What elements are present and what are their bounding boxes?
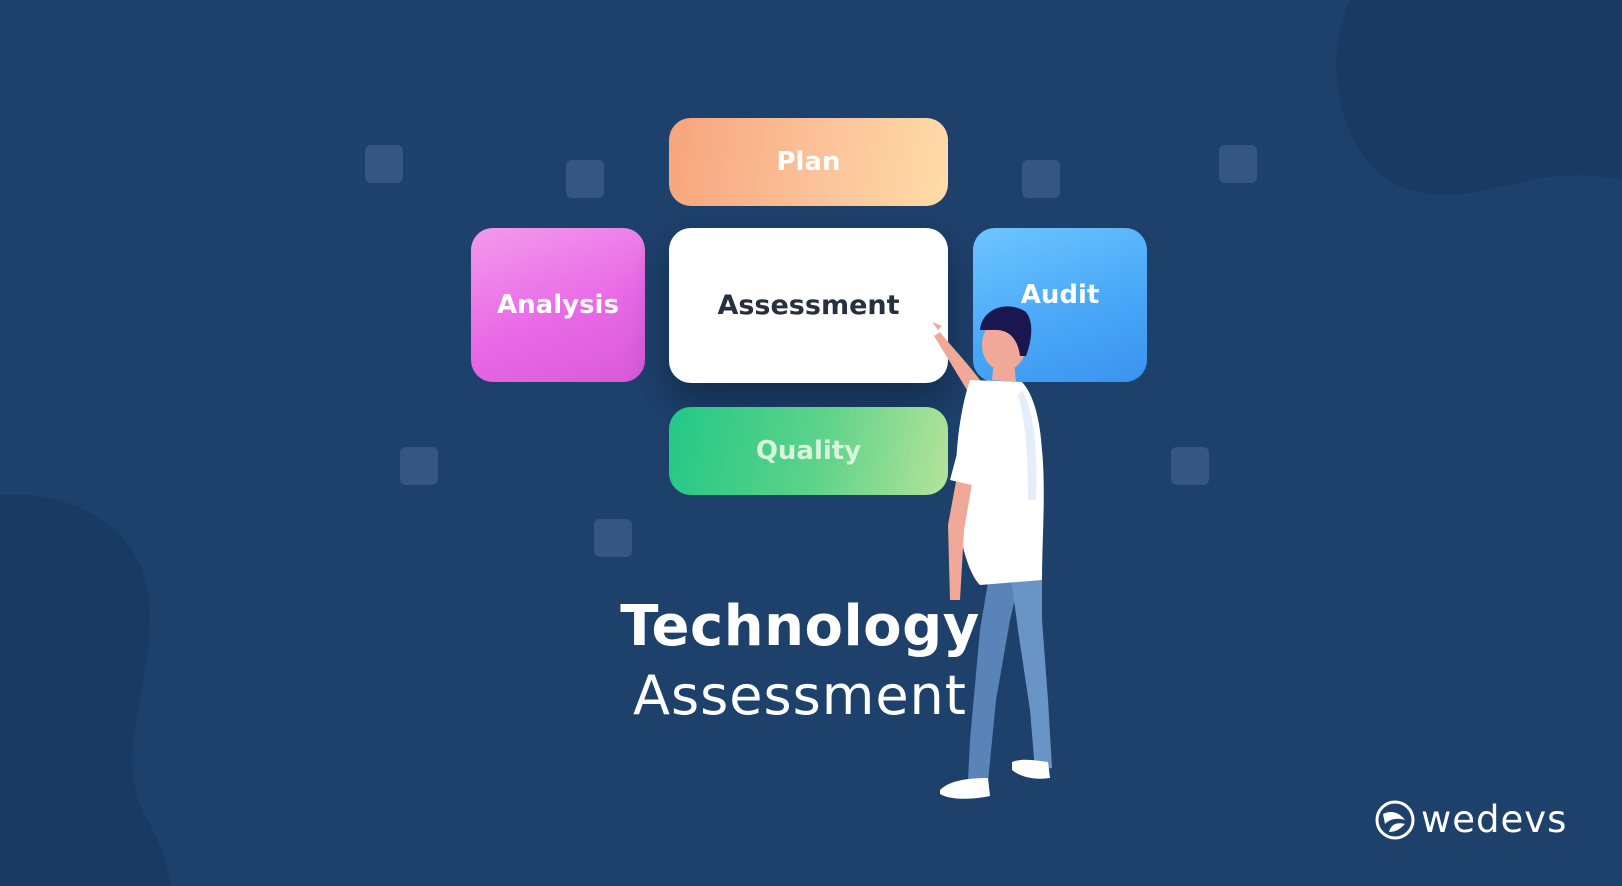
decor-square <box>566 160 604 198</box>
title-sub: Assessment <box>633 664 967 727</box>
decor-square <box>1022 160 1060 198</box>
background-blob-top-right <box>1336 0 1622 195</box>
assessment-card: Assessment <box>669 228 948 383</box>
wedevs-logo-text: wedevs <box>1421 798 1568 841</box>
plan-card-label: Plan <box>776 147 841 177</box>
person-illustration <box>932 306 1052 799</box>
title-main: Technology <box>620 594 980 659</box>
background-blob-bottom-left <box>0 495 170 886</box>
analysis-card-label: Analysis <box>497 290 619 320</box>
quality-card: Quality <box>669 407 948 495</box>
decor-square <box>400 447 438 485</box>
decor-square <box>1171 447 1209 485</box>
decor-square <box>1219 145 1257 183</box>
quality-card-label: Quality <box>755 436 862 466</box>
wedevs-logo[interactable]: wedevs <box>1375 798 1567 841</box>
audit-card-label: Audit <box>1020 280 1100 310</box>
decor-square <box>594 519 632 557</box>
plan-card: Plan <box>669 118 948 206</box>
analysis-card: Analysis <box>471 228 645 382</box>
wedevs-logo-icon <box>1375 800 1415 839</box>
decor-square <box>365 145 403 183</box>
assessment-card-label: Assessment <box>717 290 900 321</box>
